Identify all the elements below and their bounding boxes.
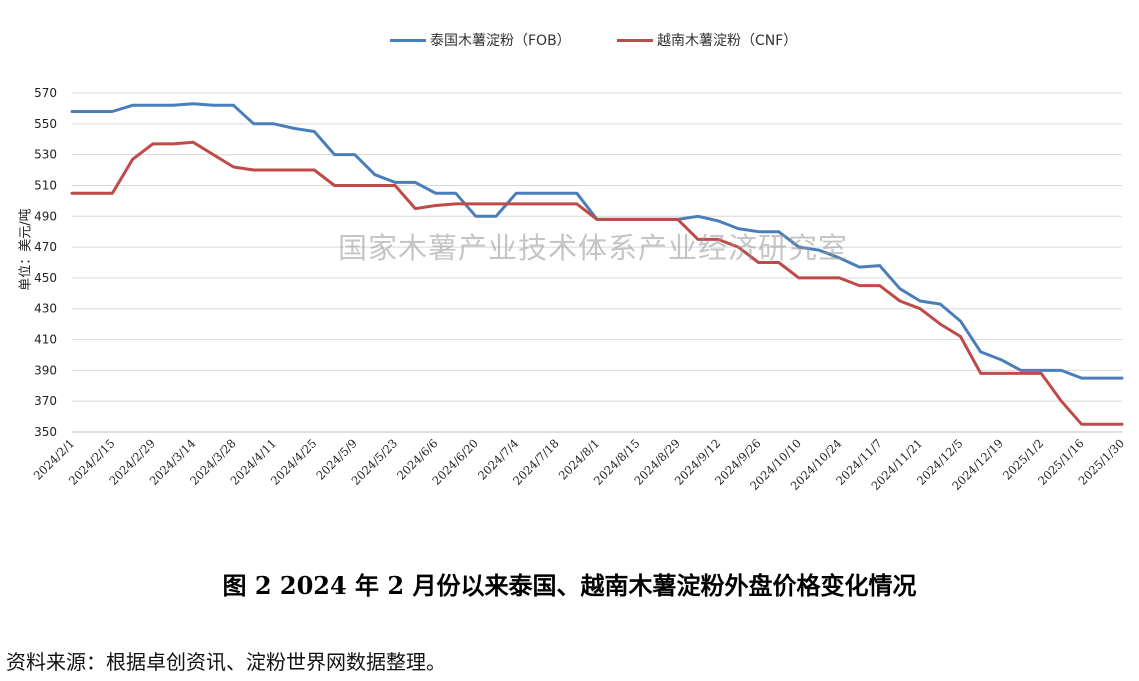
series-lines (70, 102, 1124, 426)
y-tick-label: 570 (34, 86, 57, 100)
legend-label-thailand: 泰国木薯淀粉（FOB） (430, 33, 571, 49)
y-tick-label: 410 (34, 333, 57, 347)
legend-swatch-vietnam (617, 38, 653, 42)
watermark: 国家木薯产业技术体系产业经济研究室 (338, 231, 849, 265)
series-line-vietnam (70, 140, 1124, 426)
legend: 泰国木薯淀粉（FOB） 越南木薯淀粉（CNF） (0, 30, 1139, 50)
y-axis-ticks: 350 370 390 410 430 450 470 490 510 530 550 570 (34, 86, 57, 439)
y-tick-label: 390 (34, 363, 57, 377)
legend-item-thailand: 泰国木薯淀粉（FOB） (390, 30, 571, 50)
legend-label-vietnam: 越南木薯淀粉（CNF） (657, 33, 798, 49)
source-note: 资料来源：根据卓创资讯、淀粉世界网数据整理。 (6, 650, 446, 674)
y-tick-label: 430 (34, 302, 57, 316)
legend-swatch-thailand (390, 38, 426, 42)
y-tick-label: 530 (34, 148, 57, 162)
legend-item-vietnam: 越南木薯淀粉（CNF） (617, 30, 797, 50)
y-tick-label: 550 (34, 117, 57, 131)
figure-caption: 图 2 2024 年 2 月份以来泰国、越南木薯淀粉外盘价格变化情况 (222, 571, 917, 600)
line-chart: 350 370 390 410 430 450 470 490 510 530 550 570 202… (31, 86, 1127, 493)
y-tick-label: 470 (34, 240, 57, 254)
x-axis-ticks: 2024/2/12024/2/152024/2/292024/3/142024/… (31, 436, 1127, 493)
y-axis-label: 单位：美元/吨 (18, 208, 34, 291)
y-tick-label: 450 (34, 271, 57, 285)
y-tick-label: 350 (34, 425, 57, 439)
y-tick-label: 490 (34, 209, 57, 223)
y-tick-label: 370 (34, 394, 57, 408)
y-tick-label: 510 (34, 178, 57, 192)
gridlines (72, 92, 1122, 433)
